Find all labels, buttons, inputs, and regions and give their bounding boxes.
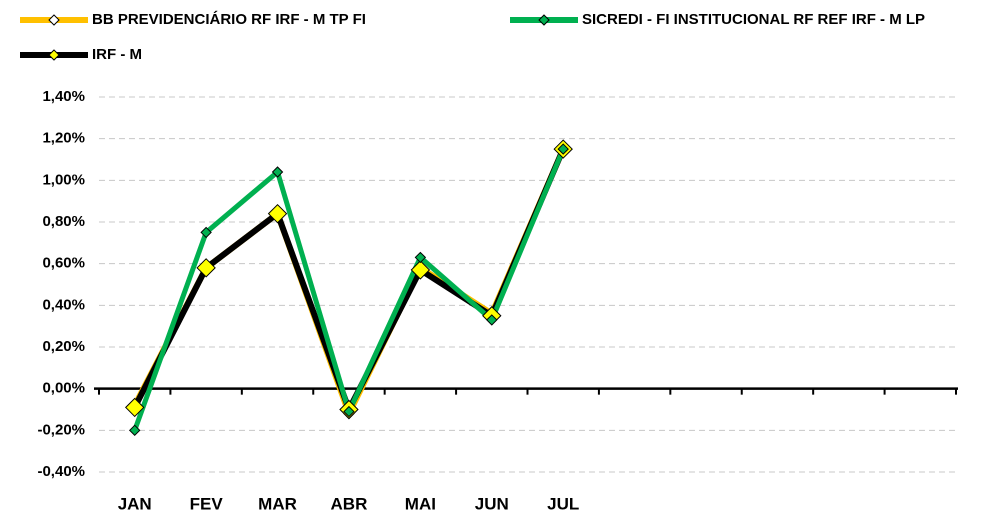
- data-marker: [343, 405, 355, 418]
- y-tick-label: 0,80%: [42, 213, 85, 230]
- data-marker: [200, 226, 212, 239]
- y-tick-label: 0,00%: [42, 380, 85, 397]
- legend-label: BB PREVIDENCIÁRIO RF IRF - M TP FI: [92, 11, 366, 28]
- x-tick-label: MAI: [405, 494, 436, 513]
- x-tick-label: MAR: [258, 494, 297, 513]
- y-tick-label: 1,20%: [42, 130, 85, 147]
- x-tick-label: ABR: [331, 494, 368, 513]
- y-tick-label: -0,20%: [37, 421, 85, 438]
- data-marker: [414, 251, 427, 264]
- y-tick-label: 1,40%: [42, 88, 85, 105]
- legend-label: IRF - M: [92, 46, 142, 63]
- y-tick-label: 1,00%: [42, 171, 85, 188]
- legend-label: SICREDI - FI INSTITUCIONAL RF REF IRF - …: [582, 11, 925, 28]
- series-line: [132, 147, 566, 413]
- y-tick-label: 0,40%: [42, 296, 85, 313]
- x-tick-label: FEV: [190, 494, 224, 513]
- data-marker: [486, 314, 498, 326]
- y-tick-label: 0,20%: [42, 338, 85, 355]
- y-tick-label: -0,40%: [37, 463, 85, 480]
- y-tick-label: 0,60%: [42, 255, 85, 272]
- x-tick-label: JUN: [475, 494, 509, 513]
- legend-marker: [48, 49, 60, 61]
- legend-marker: [48, 14, 60, 26]
- x-tick-label: JAN: [118, 494, 152, 513]
- data-marker: [129, 424, 141, 437]
- data-marker: [267, 203, 288, 224]
- data-marker: [410, 260, 431, 280]
- data-marker: [557, 143, 569, 155]
- data-marker: [196, 258, 216, 278]
- data-marker: [271, 166, 284, 178]
- x-tick-label: JUL: [547, 494, 579, 513]
- legend-marker: [538, 14, 550, 26]
- data-marker: [125, 397, 145, 418]
